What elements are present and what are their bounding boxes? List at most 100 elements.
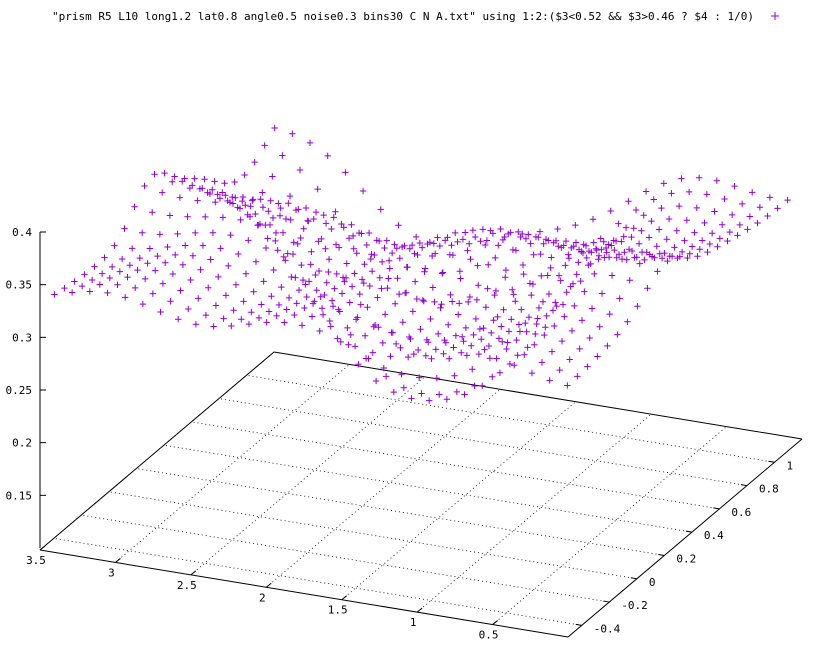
data-point-498: [405, 333, 413, 341]
data-point-170: [260, 278, 267, 285]
data-point-198: [305, 278, 313, 285]
data-point-444: [279, 229, 287, 237]
y-tick-label-7: 1: [786, 459, 793, 472]
data-point-382: [295, 206, 302, 213]
data-point-647: [473, 296, 481, 304]
data-point-390: [694, 253, 701, 260]
data-point-329: [151, 171, 158, 178]
data-point-147: [126, 262, 134, 269]
data-point-530: [380, 364, 387, 372]
data-point-648: [456, 300, 463, 307]
data-point-649: [438, 301, 445, 308]
data-point-544: [673, 227, 680, 234]
data-point-639: [615, 220, 622, 227]
data-point-495: [459, 333, 466, 340]
data-point-642: [562, 262, 569, 269]
data-point-226: [351, 270, 358, 277]
data-point-573: [701, 219, 708, 227]
data-point-443: [297, 234, 304, 242]
data-point-244: [573, 271, 580, 278]
data-point-343: [444, 234, 451, 241]
data-point-177: [136, 254, 144, 262]
data-point-63: [531, 341, 538, 348]
data-point-437: [403, 263, 411, 271]
data-point-466: [431, 298, 438, 306]
data-point-629: [251, 158, 258, 166]
data-point-270: [654, 268, 661, 275]
data-point-588: [435, 391, 443, 398]
data-point-271: [636, 260, 643, 267]
data-point-159: [455, 311, 462, 318]
data-point-62: [548, 348, 556, 355]
data-point-158: [472, 315, 480, 323]
data-point-581: [559, 301, 567, 308]
data-point-538: [239, 197, 246, 205]
data-point-474: [289, 250, 297, 258]
data-point-285: [388, 249, 396, 257]
data-point-0: [564, 382, 571, 389]
data-point-312: [452, 229, 459, 237]
data-point-28: [68, 289, 76, 296]
data-point-424: [633, 254, 640, 261]
data-point-23: [157, 308, 164, 316]
data-point-516: [628, 233, 635, 241]
data-point-610: [587, 260, 594, 268]
data-point-152: [578, 317, 586, 324]
data-point-451: [696, 246, 704, 253]
data-point-464: [466, 293, 474, 301]
grid-line-y-6: [218, 398, 748, 486]
data-point-352: [285, 200, 292, 207]
data-point-220: [457, 275, 464, 282]
data-point-467: [413, 295, 421, 303]
data-point-477: [236, 205, 244, 212]
data-point-634: [703, 191, 711, 198]
data-point-40: [397, 344, 404, 352]
data-point-36: [468, 342, 475, 349]
data-point-419: [181, 175, 188, 182]
data-point-663: [731, 182, 738, 190]
data-point-27: [86, 288, 93, 295]
x-tick-3: [265, 582, 272, 588]
data-point-138: [285, 294, 293, 302]
data-point-96: [488, 329, 495, 337]
data-point-505: [282, 257, 289, 264]
data-point-250: [467, 256, 474, 263]
data-point-199: [288, 273, 295, 281]
grid-line-y-2: [108, 491, 637, 580]
data-point-43: [344, 324, 351, 332]
data-point-89: [71, 278, 78, 285]
data-point-633: [721, 195, 728, 203]
data-point-175: [172, 251, 179, 259]
data-point-238: [138, 229, 146, 236]
data-point-603: [711, 208, 718, 215]
data-point-468: [395, 290, 403, 298]
y-tick-label-4: 0.4: [704, 529, 724, 542]
data-point-88: [88, 276, 96, 284]
data-point-385: [242, 201, 249, 209]
data-point-35: [485, 342, 493, 350]
data-point-90: [594, 353, 601, 360]
data-point-257: [343, 260, 350, 267]
data-point-181: [606, 310, 613, 318]
data-point-118: [98, 270, 106, 277]
data-point-545: [655, 226, 663, 233]
data-point-111: [222, 292, 230, 299]
data-point-105: [328, 297, 336, 304]
data-point-440: [350, 245, 357, 252]
axes: [39, 231, 803, 638]
data-point-253: [414, 251, 421, 259]
x-tick-label-0: 0.5: [479, 629, 499, 642]
data-point-485: [635, 240, 643, 247]
data-point-203: [217, 245, 224, 252]
data-point-227: [333, 270, 340, 278]
grid-line-x-2: [341, 401, 576, 601]
data-point-57: [96, 281, 104, 288]
data-point-674: [536, 228, 544, 235]
data-point-1: [546, 377, 553, 384]
data-point-394: [623, 256, 630, 263]
data-point-546: [638, 227, 645, 234]
data-point-267: [166, 212, 174, 219]
data-point-140: [250, 288, 257, 295]
data-point-450: [714, 243, 721, 250]
data-point-117: [116, 268, 124, 275]
